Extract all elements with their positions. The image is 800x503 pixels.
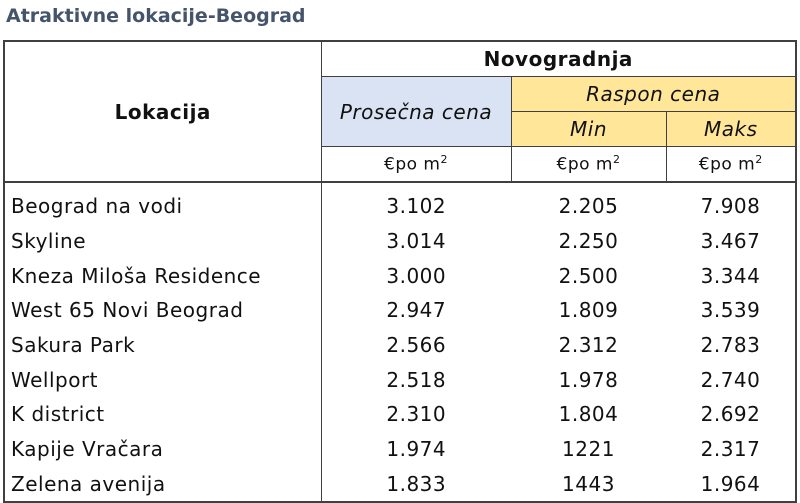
price-cell: 2.783 — [700, 333, 761, 358]
location-cell: Skyline — [4, 223, 322, 259]
price-cell: 1443 — [562, 471, 615, 496]
table-body: Beograd na vodi 3.102 2.205 7.908 Skyline 3.0… — [4, 182, 796, 503]
price-cell: 2.317 — [700, 437, 761, 462]
location-cell: West 65 Novi Beograd — [4, 293, 322, 328]
table-row: Wellport 2.518 1.978 2.740 — [4, 362, 796, 398]
unit-sup: 2 — [755, 153, 763, 167]
price-table: Lokacija Novogradnja Prosečna cena Raspo… — [3, 40, 797, 503]
unit-base: €po m — [698, 154, 756, 175]
header-row: Prosečna cena Raspon cena — [4, 76, 797, 147]
price-cell: 1.964 — [700, 471, 761, 496]
average-label: Prosečna cena — [339, 99, 493, 124]
location-cell: Kapije Vračara — [4, 431, 322, 467]
price-cell: 2.310 — [386, 402, 447, 427]
unit-cell: €po m2 — [665, 146, 797, 183]
price-cell: 1.974 — [386, 437, 447, 462]
max-header: Maks — [665, 111, 797, 147]
table-row: Kapije Vračara 1.974 1221 2.317 — [4, 431, 796, 467]
price-cell: 3.000 — [386, 263, 447, 288]
table-header: Lokacija Novogradnja Prosečna cena Raspo… — [3, 40, 797, 183]
table-row: Skyline 3.014 2.250 3.467 — [4, 223, 796, 259]
page-title: Atraktivne lokacije-Beograd — [6, 5, 306, 27]
price-cell: 3.467 — [700, 229, 761, 254]
location-cell: Kneza Miloša Residence — [4, 258, 322, 294]
header-row: Lokacija Novogradnja — [3, 40, 797, 183]
location-header: Lokacija — [3, 40, 322, 183]
price-cell: 3.344 — [700, 263, 761, 288]
header-row: Min Maks — [4, 111, 797, 147]
location-cell: Zelena avenija — [4, 466, 322, 503]
price-cell: 2.692 — [700, 402, 761, 427]
unit-base: €po m — [384, 154, 441, 175]
table-row: K district 2.310 1.804 2.692 — [4, 397, 796, 432]
price-cell: 2.205 — [558, 194, 619, 219]
price-cell: 1.833 — [386, 471, 447, 496]
price-cell: 7.908 — [700, 194, 761, 219]
unit-base: €po m — [556, 154, 613, 175]
price-cell: 3.539 — [700, 298, 761, 323]
price-cell: 2.312 — [558, 333, 619, 358]
group-header: Novogradnja — [320, 40, 797, 77]
table-row: West 65 Novi Beograd 2.947 1.809 3.539 — [4, 293, 796, 328]
price-cell: 2.518 — [386, 367, 447, 392]
table-row: Beograd na vodi 3.102 2.205 7.908 — [4, 182, 796, 224]
unit-row: €po m2 €po m2 €po m2 — [4, 146, 797, 183]
range-header: Raspon cena — [510, 76, 797, 112]
location-cell: Sakura Park — [4, 327, 322, 363]
location-cell: Wellport — [4, 362, 322, 398]
table-row: Kneza Miloša Residence 3.000 2.500 3.344 — [4, 258, 796, 294]
unit-cell: €po m2 — [320, 146, 512, 183]
price-cell: 1221 — [562, 437, 615, 462]
price-cell: 2.947 — [386, 298, 447, 323]
price-cell: 2.740 — [700, 367, 761, 392]
min-header: Min — [510, 111, 667, 147]
price-cell: 1.978 — [558, 367, 619, 392]
unit-cell: €po m2 — [510, 146, 667, 183]
price-cell: 3.102 — [386, 194, 447, 219]
price-cell: 2.500 — [558, 263, 619, 288]
table-row: Zelena avenija 1.833 1443 1.964 — [4, 466, 796, 503]
price-cell: 2.566 — [386, 333, 447, 358]
price-cell: 3.014 — [386, 229, 447, 254]
location-cell: Beograd na vodi — [4, 182, 322, 224]
table-row: Sakura Park 2.566 2.312 2.783 — [4, 327, 796, 363]
unit-sup: 2 — [440, 153, 448, 167]
location-cell: K district — [4, 397, 322, 432]
unit-sup: 2 — [612, 153, 621, 167]
price-cell: 1.804 — [558, 402, 619, 427]
price-cell: 1.809 — [558, 298, 619, 323]
average-header: Prosečna cena — [320, 76, 512, 147]
price-cell: 2.250 — [558, 229, 619, 254]
